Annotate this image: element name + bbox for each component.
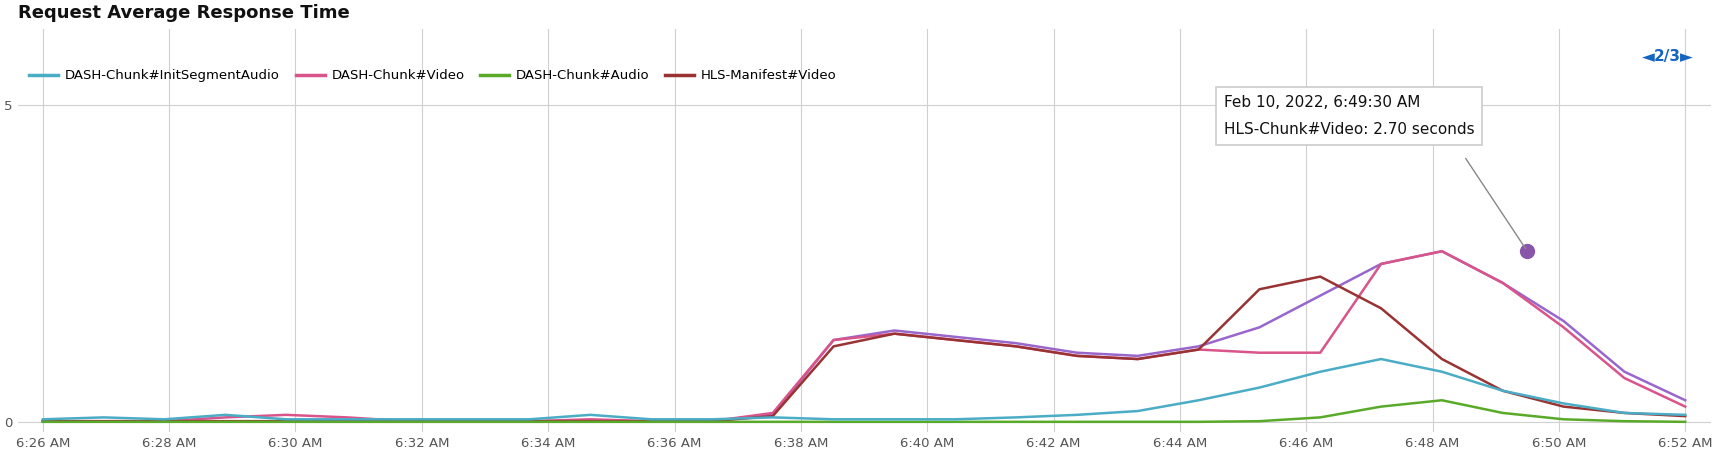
Text: ►: ► [1679,48,1693,66]
Text: Feb 10, 2022, 6:49:30 AM
HLS-Chunk#Video: 2.70 seconds: Feb 10, 2022, 6:49:30 AM HLS-Chunk#Video… [1224,95,1474,137]
Text: Request Average Response Time: Request Average Response Time [17,4,350,22]
Text: ◄: ◄ [1641,48,1655,66]
Text: 2/3: 2/3 [1653,49,1681,64]
Legend: DASH-Chunk#InitSegmentAudio, DASH-Chunk#Video, DASH-Chunk#Audio, HLS-Manifest#Vi: DASH-Chunk#InitSegmentAudio, DASH-Chunk#… [24,64,842,88]
